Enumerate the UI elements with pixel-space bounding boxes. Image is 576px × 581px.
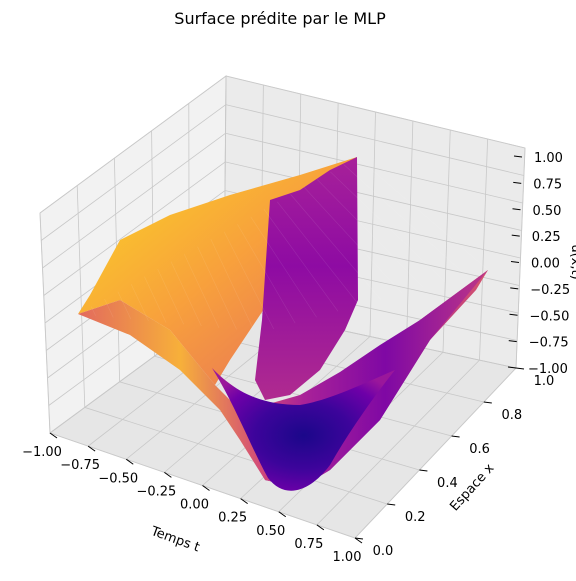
mesh-line <box>356 156 489 271</box>
surface-purple-wall <box>255 157 358 400</box>
mesh-line <box>330 171 446 283</box>
z-tick-label: 0.00 <box>531 257 560 272</box>
y-tick-mark <box>387 503 396 506</box>
x-tick-label: 0.50 <box>256 524 285 539</box>
z-grid-line <box>41 104 524 241</box>
y-tick-label: 0.4 <box>437 476 458 491</box>
x-axis-label: Temps t <box>148 524 202 556</box>
x-tick-label: 0.25 <box>218 511 247 526</box>
z-tick-label: 0.50 <box>533 204 562 219</box>
mesh-line <box>104 298 114 318</box>
mesh-line <box>117 291 132 320</box>
z-tick-mark <box>508 340 517 343</box>
z-tick-label: 0.25 <box>532 230 561 245</box>
mesh-line <box>316 179 424 288</box>
surface-trough <box>212 368 395 491</box>
x-tick-mark <box>164 471 172 478</box>
surface-mesh-lines <box>91 156 489 332</box>
z-tick-mark <box>510 261 520 263</box>
x-tick-label: 1.00 <box>333 550 362 565</box>
mesh-line <box>277 201 360 306</box>
z-tick-label: −0.50 <box>530 309 570 324</box>
y-tick-mark <box>483 401 492 404</box>
x-tick-mark <box>202 485 210 491</box>
z-tick-mark <box>511 234 520 237</box>
z-tick-mark <box>513 155 523 158</box>
x-tick-label: 0.00 <box>180 498 209 513</box>
z-tick-label: −0.75 <box>529 336 569 351</box>
mesh-line <box>263 209 339 312</box>
x-tick-mark <box>316 524 325 531</box>
z-tick-mark <box>507 366 517 369</box>
z-tick-label: 1.00 <box>534 151 563 166</box>
z-tick-mark <box>512 208 521 211</box>
z-tick-label: 0.75 <box>533 177 562 192</box>
z-grid-line <box>42 132 523 269</box>
y-tick-mark <box>515 367 525 370</box>
z-tick-mark <box>509 313 518 316</box>
x-tick-mark <box>354 537 363 544</box>
x-tick-label: 0.75 <box>294 537 323 552</box>
mesh-line <box>223 231 274 330</box>
x-tick-label: −0.50 <box>98 471 138 486</box>
z-tick-label: −0.25 <box>530 283 570 298</box>
z-tick-mark <box>510 287 519 290</box>
mesh-line <box>184 254 220 328</box>
mesh-line <box>290 194 382 300</box>
mesh-line <box>343 164 467 277</box>
y-tick-label: 0.0 <box>373 544 394 559</box>
x-tick-mark <box>240 498 248 505</box>
x-tick-mark <box>278 511 287 518</box>
z-tick-mark <box>513 181 522 184</box>
mesh-line <box>237 224 296 324</box>
y-tick-mark <box>354 537 364 540</box>
mesh-line <box>303 186 403 294</box>
z-axis-ticks: 1.00 0.75 0.50 0.25 0.00 −0.25 −0.50 −0.75 −1.00 <box>507 151 570 377</box>
mesh-line <box>144 276 167 323</box>
mesh-line <box>130 283 149 321</box>
mesh-line <box>157 269 184 325</box>
x-tick-label: −0.75 <box>60 458 100 473</box>
x-axis-ticks: −1.00−0.75−0.50−0.25 0.00 0.25 0.50 0.75 1.00 <box>22 432 363 565</box>
mesh-line <box>210 239 255 332</box>
z-grid-line <box>39 75 526 214</box>
x-tick-mark <box>125 458 134 465</box>
y-tick-label: 0.2 <box>405 510 426 525</box>
x-tick-label: −1.00 <box>22 445 62 460</box>
mesh-line <box>170 261 202 327</box>
x-tick-mark <box>49 432 58 439</box>
mesh-line <box>197 246 237 330</box>
mesh-line <box>250 216 317 318</box>
y-tick-mark <box>451 435 460 438</box>
y-tick-label: 1.0 <box>534 374 555 389</box>
y-axis-ticks: 0.0 0.2 0.4 0.6 0.8 1.0 <box>354 367 555 559</box>
z-grid-line <box>43 161 522 296</box>
y-tick-mark <box>419 469 428 472</box>
z-axis-label: u(x,t) <box>568 244 576 279</box>
x-tick-mark <box>87 445 96 452</box>
x-tick-label: −0.25 <box>136 484 176 499</box>
predicted-surface <box>78 156 489 491</box>
y-tick-label: 0.8 <box>501 408 522 423</box>
mesh-line <box>91 306 96 316</box>
z-tick-label: −1.00 <box>528 362 568 377</box>
y-tick-label: 0.6 <box>469 442 490 457</box>
chart-title: Surface prédite par le MLP <box>174 9 386 28</box>
